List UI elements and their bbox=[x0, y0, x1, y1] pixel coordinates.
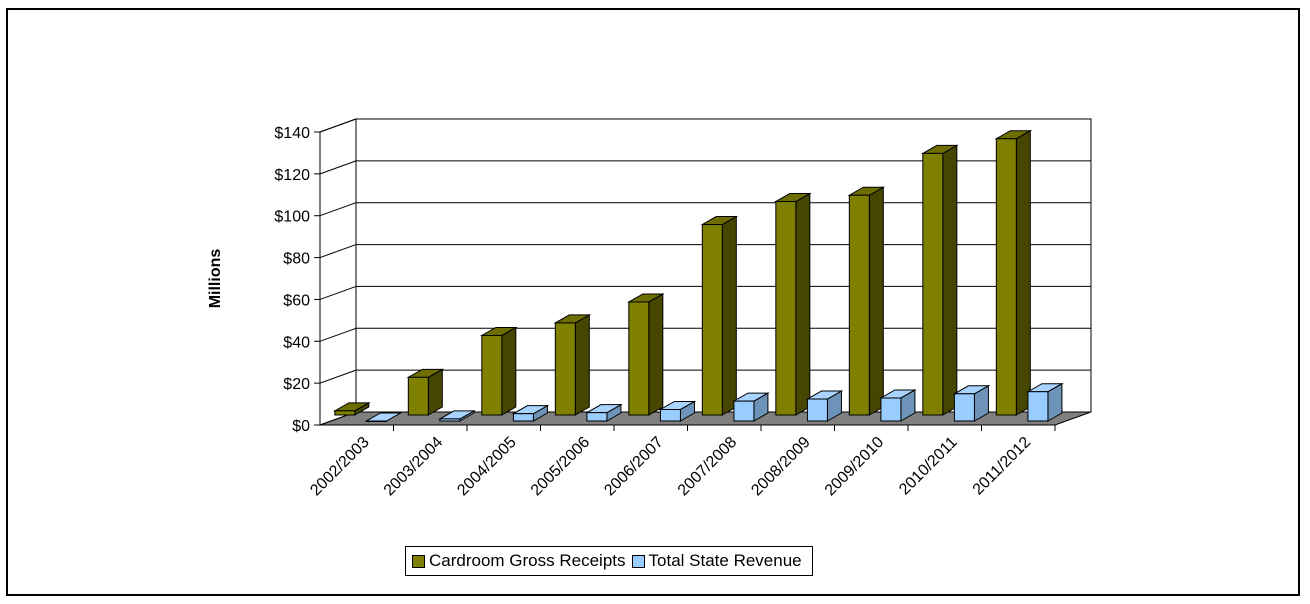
x-tick-label: 2004/2005 bbox=[454, 434, 520, 500]
bar-series-1 bbox=[629, 302, 649, 415]
bar-side-series-1 bbox=[796, 194, 810, 415]
bar-series-2 bbox=[1028, 392, 1048, 421]
bar-series-2 bbox=[513, 414, 533, 421]
y-tick-label: $80 bbox=[283, 251, 310, 268]
bar-series-1 bbox=[702, 225, 722, 415]
bar-series-2 bbox=[366, 421, 386, 422]
bar-series-1 bbox=[335, 411, 355, 415]
chart-side-wall bbox=[320, 119, 356, 425]
x-tick-label: 2011/2012 bbox=[970, 434, 1035, 499]
y-tick-label: $0 bbox=[292, 418, 310, 435]
x-tick-label: 2010/2011 bbox=[896, 434, 961, 499]
bar-side-series-1 bbox=[502, 327, 516, 415]
y-tick-label: $20 bbox=[283, 376, 310, 393]
x-tick-label: 2005/2006 bbox=[528, 434, 594, 500]
bar-series-2 bbox=[954, 394, 974, 421]
bar-series-1 bbox=[849, 195, 869, 415]
chart-legend: Cardroom Gross Receipts Total State Reve… bbox=[405, 546, 813, 576]
bar-series-1 bbox=[776, 202, 796, 415]
bar-series-1 bbox=[923, 153, 943, 415]
bar-series-2 bbox=[587, 413, 607, 421]
legend-item-series-2: Total State Revenue bbox=[632, 551, 802, 571]
x-tick-label: 2006/2007 bbox=[601, 434, 667, 500]
bar-series-2 bbox=[881, 398, 901, 421]
bar-series-2 bbox=[660, 409, 680, 421]
x-tick-label: 2008/2009 bbox=[748, 434, 814, 500]
bar-series-1 bbox=[555, 323, 575, 415]
legend-item-series-1: Cardroom Gross Receipts bbox=[412, 551, 626, 571]
x-tick-label: 2009/2010 bbox=[822, 434, 888, 500]
y-tick-label: $40 bbox=[283, 334, 310, 351]
bar-side-series-1 bbox=[575, 315, 589, 415]
legend-label-series-1: Cardroom Gross Receipts bbox=[429, 551, 626, 571]
x-tick-label: 2003/2004 bbox=[381, 434, 447, 500]
bar-series-2 bbox=[807, 399, 827, 421]
y-tick-label: $140 bbox=[274, 125, 310, 142]
bar-series-2 bbox=[440, 419, 460, 421]
bar-series-2 bbox=[734, 401, 754, 421]
y-tick-label: $100 bbox=[274, 209, 310, 226]
x-tick-label: 2002/2003 bbox=[307, 434, 373, 500]
bar-series-1 bbox=[482, 335, 502, 415]
bar-series-1 bbox=[408, 377, 428, 415]
x-tick-label: 2007/2008 bbox=[675, 434, 741, 500]
y-tick-label: $60 bbox=[283, 292, 310, 309]
bar-side-series-1 bbox=[722, 217, 736, 415]
bar-side-series-1 bbox=[649, 294, 663, 415]
legend-swatch-series-1 bbox=[412, 555, 425, 568]
bar-series-1 bbox=[996, 139, 1016, 415]
bar-side-series-1 bbox=[869, 187, 883, 415]
y-axis-title: Millions bbox=[207, 249, 224, 309]
legend-swatch-series-2 bbox=[632, 555, 645, 568]
bar-side-series-1 bbox=[943, 145, 957, 415]
bar-side-series-1 bbox=[1016, 131, 1030, 415]
y-tick-label: $120 bbox=[274, 167, 310, 184]
legend-label-series-2: Total State Revenue bbox=[649, 551, 802, 571]
